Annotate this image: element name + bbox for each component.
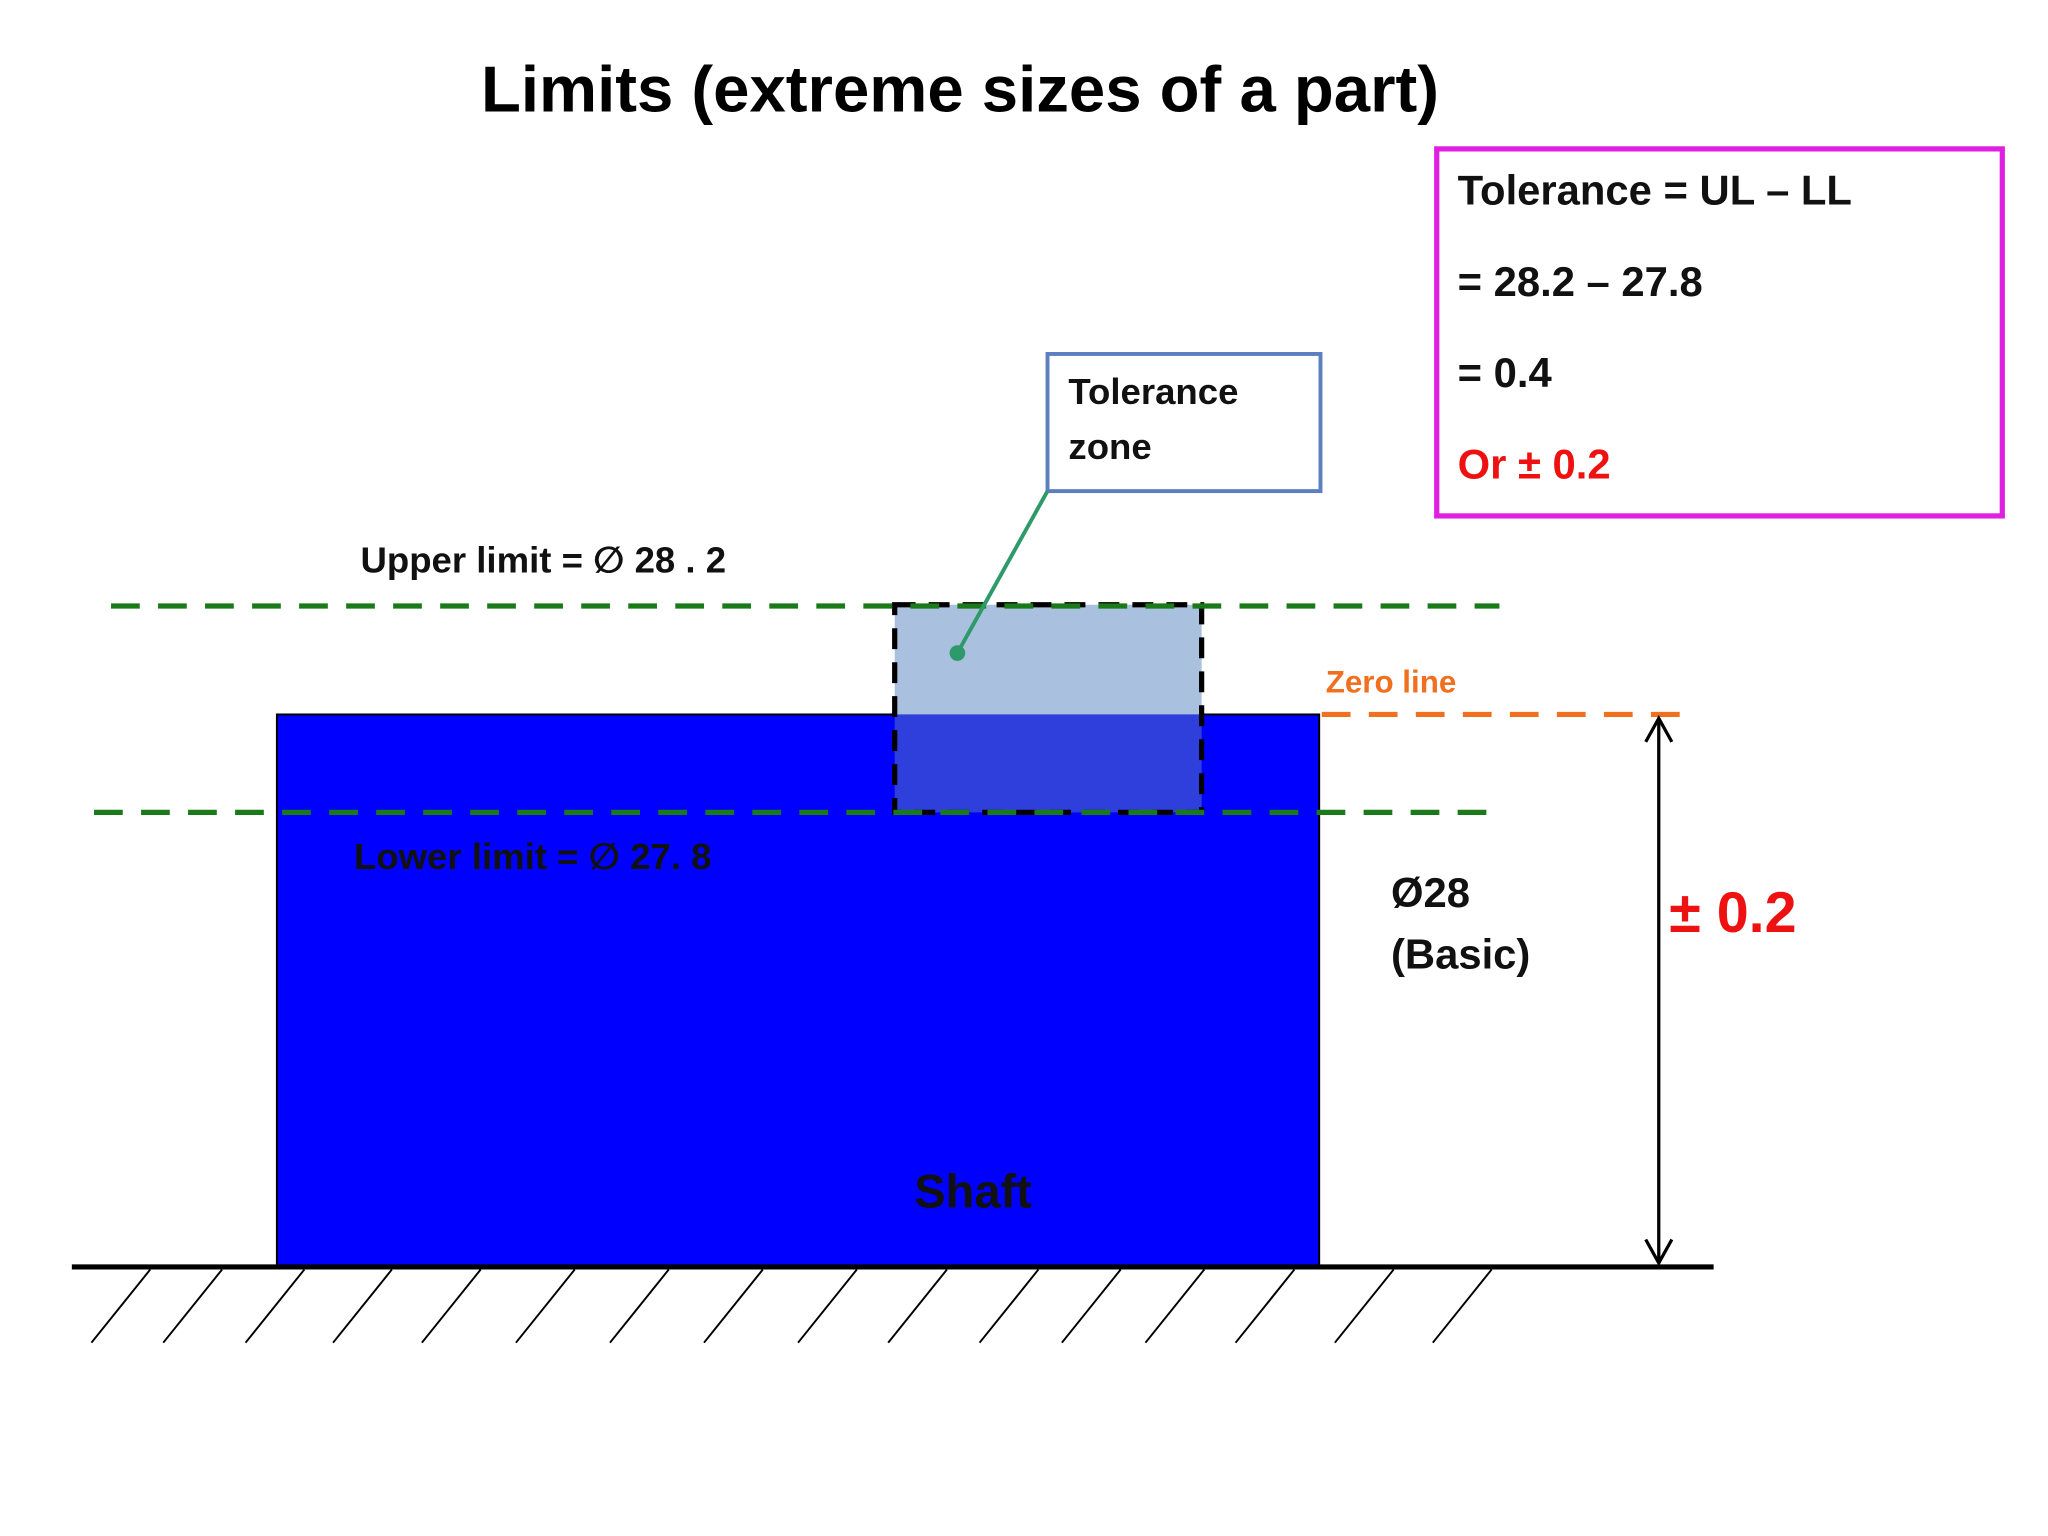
tolerance-line: Tolerance = UL – LL (1458, 166, 1852, 213)
callout-text: Tolerance (1068, 371, 1238, 412)
callout-text: zone (1068, 426, 1151, 467)
callout-box (1045, 352, 1323, 494)
dimension-arrows (1644, 715, 1674, 1267)
tolerance-line: = 28.2 – 27.8 (1458, 258, 1703, 305)
tolerance-line: = 0.4 (1458, 349, 1553, 396)
deviation-label: ± 0.2 (1669, 881, 1796, 945)
title: Limits (extreme sizes of a part) (481, 52, 1439, 125)
callout-dot (949, 645, 966, 661)
tolerance-box (1434, 146, 2005, 519)
tolerance-zone-border (892, 602, 1205, 816)
lower-limit-label: Lower limit = ∅ 27. 8 (354, 836, 711, 877)
basic-size: Ø28 (1391, 869, 1470, 916)
tolerance-zone-lower (894, 714, 1202, 813)
tolerance-line: Or ± 0.2 (1458, 441, 1611, 488)
ground-hatching (90, 1268, 1493, 1344)
callout-connector (955, 490, 1050, 655)
zero-line-label: Zero line (1326, 665, 1457, 700)
basic-note: (Basic) (1391, 930, 1530, 977)
tolerance-zone-upper (894, 604, 1202, 715)
shaft-label: Shaft (914, 1165, 1032, 1218)
upper-limit-label: Upper limit = ∅ 28 . 2 (360, 540, 726, 581)
